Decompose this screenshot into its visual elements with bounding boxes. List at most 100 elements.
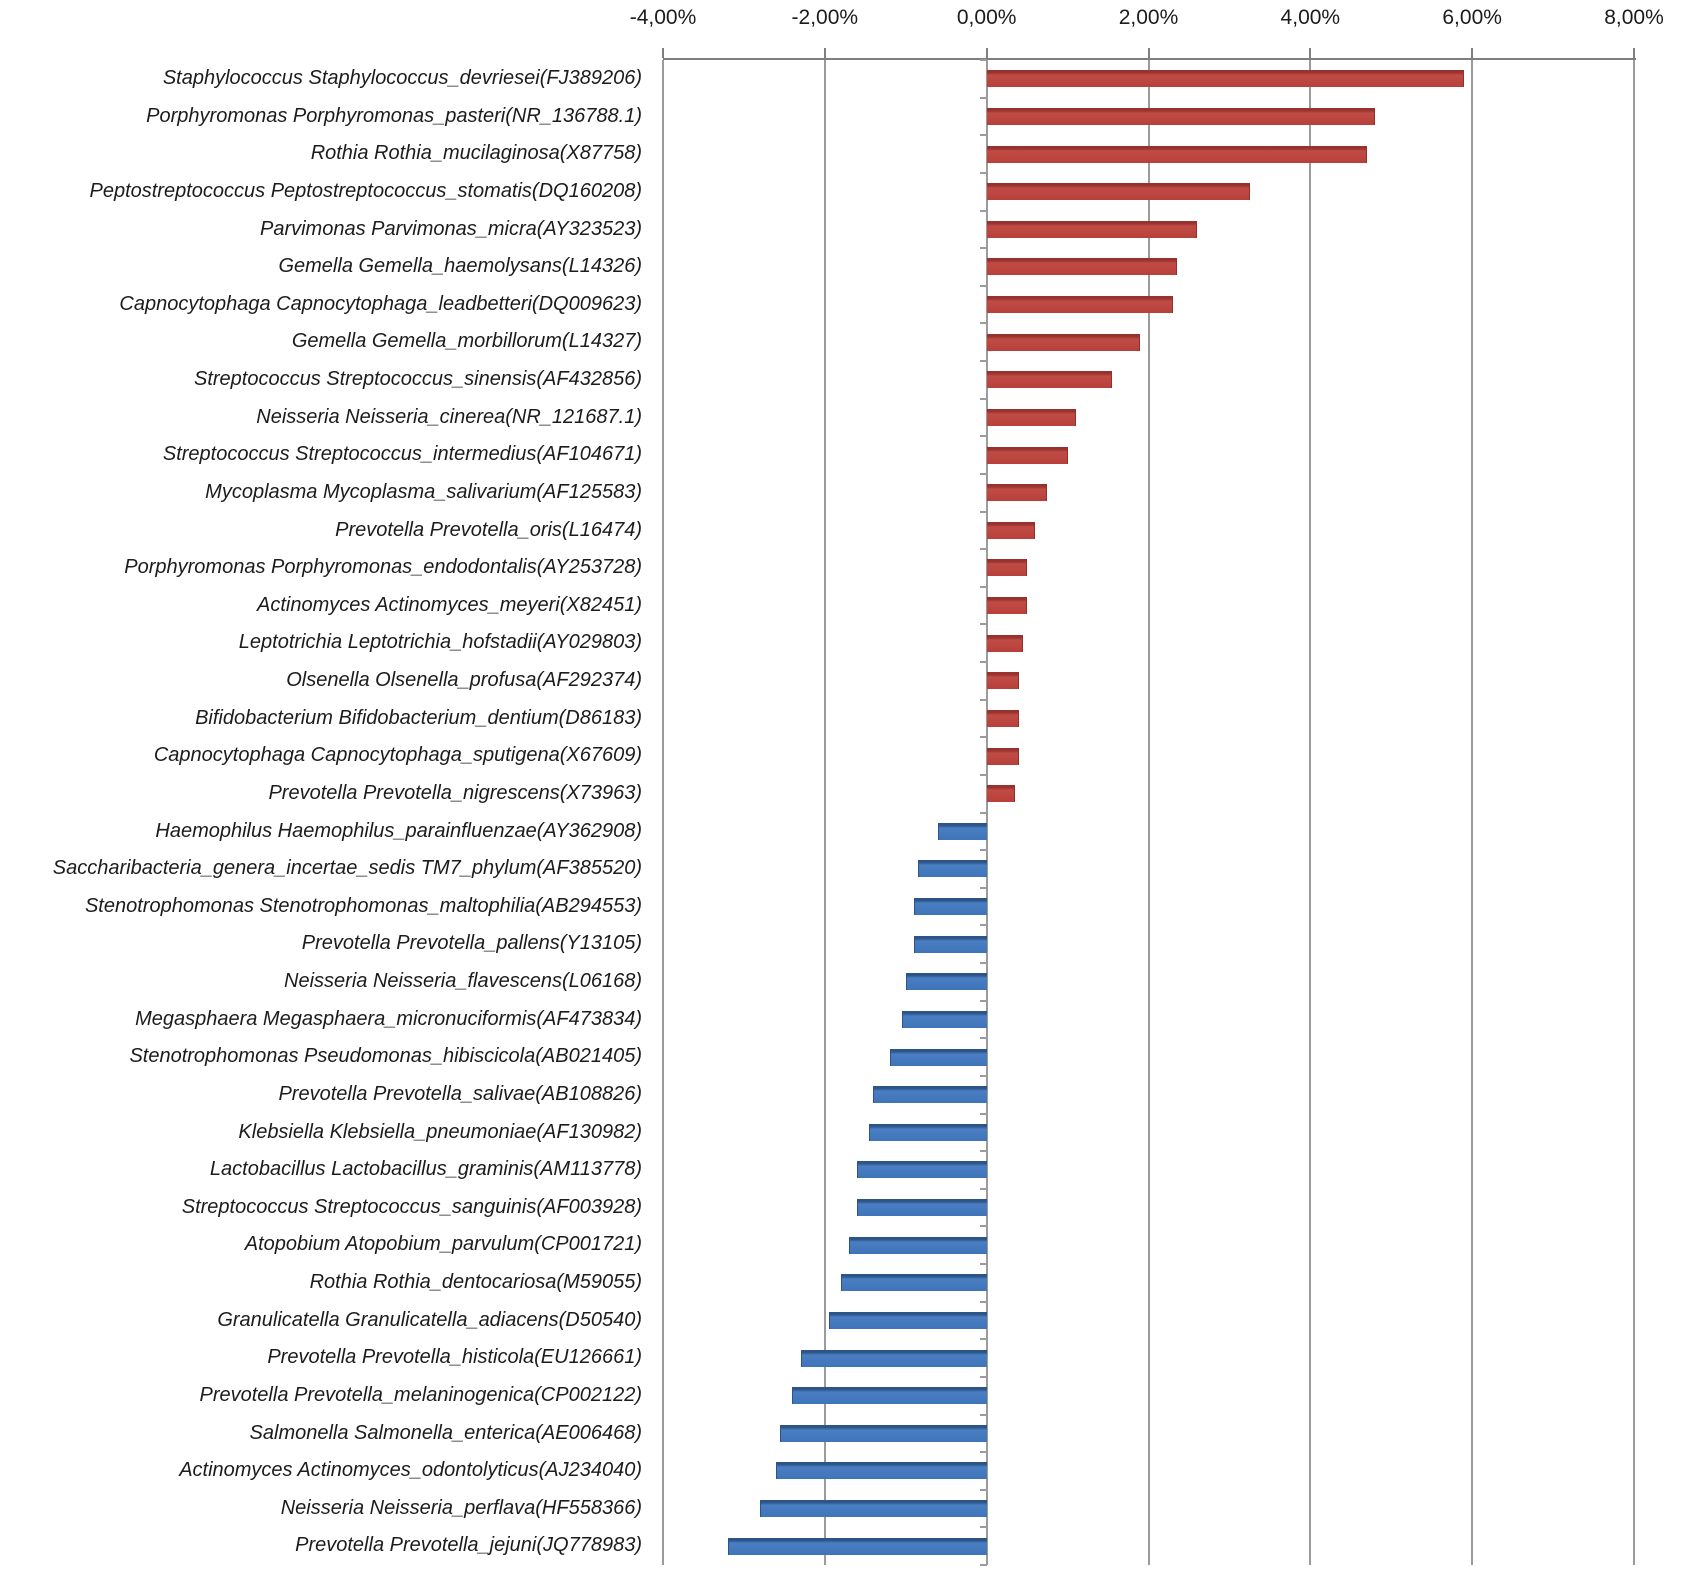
category-axis-tick (979, 1338, 987, 1341)
bar-positive (986, 107, 1376, 125)
category-label: Megasphaera Megasphaera_micronuciformis(… (135, 1007, 642, 1030)
category-axis-tick (979, 1225, 987, 1228)
bar-row (663, 1151, 1634, 1189)
bar-row (663, 98, 1634, 136)
bar-positive (986, 747, 1020, 765)
category-label: Rothia Rothia_dentocariosa(M59055) (309, 1271, 642, 1293)
bar-row (663, 813, 1634, 851)
category-axis-tick (979, 1451, 987, 1454)
category-axis-tick (979, 999, 987, 1002)
bar-row (663, 60, 1634, 98)
bar-negative (917, 860, 987, 878)
category-label: Stenotrophomonas Stenotrophomonas_maltop… (84, 894, 642, 917)
bar-negative (841, 1274, 987, 1292)
category-axis-tick (979, 209, 987, 212)
bar-positive (986, 785, 1015, 803)
category-axis-tick (979, 623, 987, 626)
bar-negative (901, 1010, 987, 1028)
bar-positive (986, 634, 1024, 652)
category-label: Prevotella Prevotella_melaninogenica(CP0… (199, 1383, 643, 1406)
category-axis-tick (979, 284, 987, 287)
bar-row (663, 323, 1634, 361)
category-axis-tick (979, 1037, 987, 1040)
bar-negative (869, 1123, 987, 1141)
gridline (1633, 60, 1635, 1565)
bar-row (663, 1114, 1634, 1152)
bar-row (663, 286, 1634, 324)
bar-row (663, 700, 1634, 738)
category-label: Prevotella Prevotella_jejuni(JQ778983) (295, 1534, 642, 1557)
bar-row (663, 1415, 1634, 1453)
bar-row (663, 624, 1634, 662)
bar-positive (986, 597, 1028, 615)
category-label: Saccharibacteria_genera_incertae_sedis T… (52, 857, 642, 880)
bar-row (663, 1339, 1634, 1377)
bar-row (663, 399, 1634, 437)
category-label: Streptococcus Streptococcus_sanguinis(AF… (181, 1195, 642, 1218)
bar-negative (780, 1424, 987, 1442)
category-axis-tick (979, 1187, 987, 1190)
bar-row (663, 173, 1634, 211)
category-axis-tick (979, 736, 987, 739)
category-label: Neisseria Neisseria_flavescens(L06168) (284, 970, 642, 992)
gridline (662, 60, 664, 1565)
category-axis-tick (979, 698, 987, 701)
category-label: Streptococcus Streptococcus_intermedius(… (162, 443, 642, 466)
category-label: Prevotella Prevotella_nigrescens(X73963) (268, 781, 642, 804)
bar-row (663, 1038, 1634, 1076)
category-axis-tick (979, 1112, 987, 1115)
x-axis-label: 2,00% (1118, 6, 1179, 29)
category-label: Staphylococcus Staphylococcus_devriesei(… (162, 67, 642, 89)
category-axis-tick (979, 962, 987, 964)
x-axis-label: -2,00% (791, 6, 859, 29)
category-axis-tick (979, 1564, 987, 1566)
category-axis-tick (979, 849, 987, 852)
category-label: Prevotella Prevotella_oris(L16474) (335, 518, 642, 541)
gridline (1471, 60, 1474, 1565)
bar-positive (986, 672, 1020, 690)
category-label: Leptotrichia Leptotrichia_hofstadii(AY02… (238, 631, 642, 654)
bar-negative (873, 1086, 987, 1104)
bar-positive (986, 371, 1113, 389)
category-label: Salmonella Salmonella_enterica(AE006468) (249, 1421, 642, 1444)
category-axis-tick (979, 886, 987, 889)
category-axis-tick (979, 811, 987, 814)
category-label: Streptococcus Streptococcus_sinensis(AF4… (193, 368, 642, 390)
bar-negative (857, 1199, 987, 1217)
zero-gridline (985, 60, 988, 1565)
category-label: Prevotella Prevotella_histicola(EU126661… (267, 1346, 642, 1369)
bar-row (663, 361, 1634, 399)
bar-negative (857, 1161, 987, 1179)
bar-row (663, 1527, 1634, 1565)
category-axis-tick (979, 472, 987, 475)
category-label: Prevotella Prevotella_salivae(AB108826) (278, 1082, 642, 1105)
category-axis-tick (979, 322, 987, 325)
bar-row (663, 1490, 1634, 1528)
bar-positive (986, 258, 1177, 276)
x-axis-tick (823, 48, 826, 58)
category-label: Neisseria Neisseria_cinerea(NR_121687.1) (256, 405, 642, 428)
x-axis-tick (1633, 48, 1635, 58)
category-label: Capnocytophaga Capnocytophaga_leadbetter… (119, 292, 642, 315)
category-axis-tick (979, 924, 987, 927)
category-axis-tick (979, 773, 987, 776)
category-label: Prevotella Prevotella_pallens(Y13105) (301, 932, 642, 955)
bar-row (663, 549, 1634, 587)
category-label: Gemella Gemella_morbillorum(L14327) (291, 330, 642, 353)
bar-positive (986, 559, 1028, 577)
bar-positive (986, 709, 1020, 727)
x-axis-tick (1471, 48, 1474, 58)
bar-row (663, 888, 1634, 926)
x-axis-label: 6,00% (1442, 6, 1502, 29)
bar-negative (849, 1236, 987, 1254)
category-label: Porphyromonas Porphyromonas_pasteri(NR_1… (146, 104, 642, 127)
category-label: Neisseria Neisseria_perflava(HF558366) (280, 1496, 642, 1519)
category-axis-tick (979, 585, 987, 588)
category-axis-tick (979, 510, 987, 513)
category-axis-tick (979, 171, 987, 174)
category-label: Actinomyces Actinomyces_meyeri(X82451) (257, 593, 642, 616)
bar-positive (986, 484, 1048, 502)
bar-row (663, 775, 1634, 813)
category-label: Lactobacillus Lactobacillus_graminis(AM1… (209, 1158, 642, 1181)
bar-positive (986, 296, 1173, 314)
